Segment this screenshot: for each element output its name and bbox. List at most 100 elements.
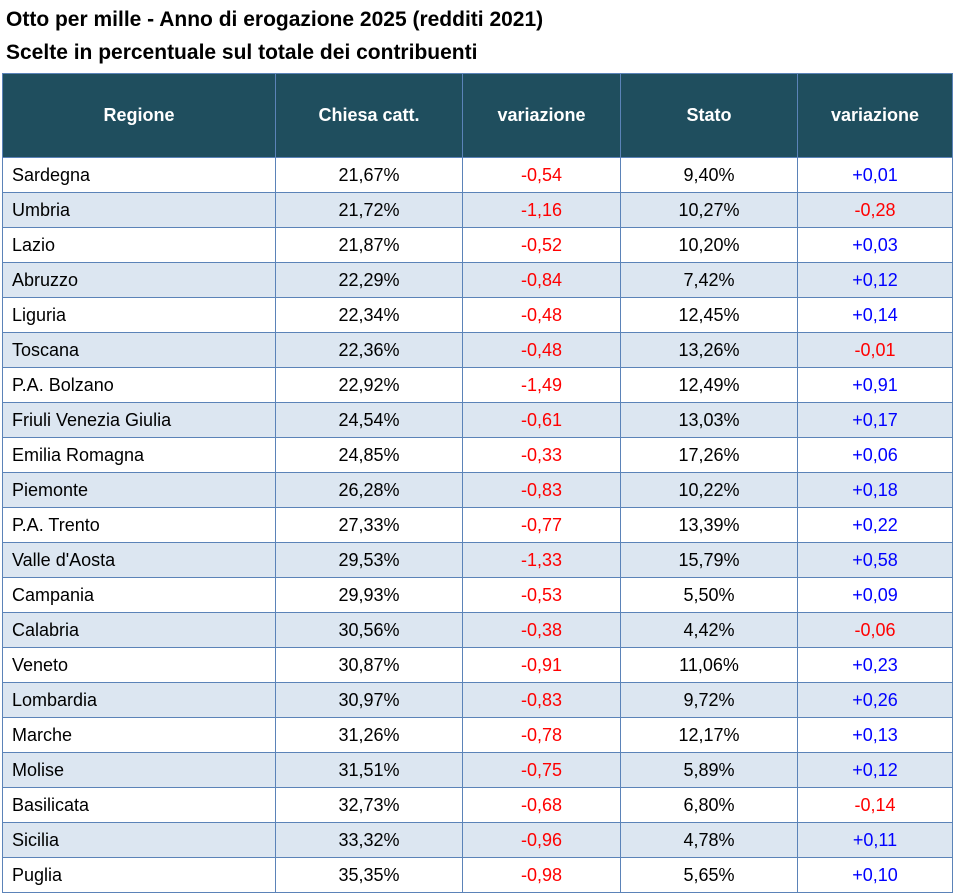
cell-chiesa-catt: 32,73% <box>275 787 463 823</box>
cell-chiesa-catt: 35,35% <box>275 857 463 893</box>
table-row: Sicilia 33,32% -0,96 4,78% +0,11 <box>2 822 953 858</box>
cell-variazione-chiesa: -0,52 <box>462 227 621 263</box>
cell-stato: 11,06% <box>620 647 798 683</box>
cell-variazione-chiesa: -0,33 <box>462 437 621 473</box>
cell-variazione-chiesa: -0,61 <box>462 402 621 438</box>
table-row: Marche 31,26% -0,78 12,17% +0,13 <box>2 717 953 753</box>
table-row: P.A. Trento 27,33% -0,77 13,39% +0,22 <box>2 507 953 543</box>
cell-chiesa-catt: 30,56% <box>275 612 463 648</box>
cell-stato: 12,49% <box>620 367 798 403</box>
cell-regione: Sardegna <box>2 157 276 193</box>
cell-regione: Marche <box>2 717 276 753</box>
cell-stato: 13,03% <box>620 402 798 438</box>
cell-variazione-chiesa: -0,98 <box>462 857 621 893</box>
cell-regione: Friuli Venezia Giulia <box>2 402 276 438</box>
cell-chiesa-catt: 24,85% <box>275 437 463 473</box>
table-row: Valle d'Aosta 29,53% -1,33 15,79% +0,58 <box>2 542 953 578</box>
cell-chiesa-catt: 29,53% <box>275 542 463 578</box>
cell-stato: 7,42% <box>620 262 798 298</box>
cell-stato: 12,17% <box>620 717 798 753</box>
cell-regione: Piemonte <box>2 472 276 508</box>
cell-variazione-chiesa: -0,53 <box>462 577 621 613</box>
cell-regione: Molise <box>2 752 276 788</box>
cell-regione: Emilia Romagna <box>2 437 276 473</box>
header-row: Regione Chiesa catt. variazione Stato va… <box>2 73 953 158</box>
cell-regione: Puglia <box>2 857 276 893</box>
cell-chiesa-catt: 27,33% <box>275 507 463 543</box>
cell-stato: 13,39% <box>620 507 798 543</box>
cell-variazione-chiesa: -0,91 <box>462 647 621 683</box>
cell-variazione-stato: +0,13 <box>797 717 953 753</box>
cell-chiesa-catt: 31,51% <box>275 752 463 788</box>
cell-regione: P.A. Trento <box>2 507 276 543</box>
cell-stato: 10,20% <box>620 227 798 263</box>
cell-stato: 5,65% <box>620 857 798 893</box>
cell-variazione-chiesa: -0,75 <box>462 752 621 788</box>
cell-variazione-chiesa: -1,49 <box>462 367 621 403</box>
cell-chiesa-catt: 22,34% <box>275 297 463 333</box>
cell-variazione-chiesa: -0,77 <box>462 507 621 543</box>
cell-regione: Sicilia <box>2 822 276 858</box>
table-row: Umbria 21,72% -1,16 10,27% -0,28 <box>2 192 953 228</box>
table-body: Sardegna 21,67% -0,54 9,40% +0,01 Umbria 21,72… <box>2 157 953 893</box>
cell-variazione-stato: +0,11 <box>797 822 953 858</box>
column-header-variazione-chiesa: variazione <box>462 73 621 158</box>
cell-variazione-stato: +0,10 <box>797 857 953 893</box>
table-row: P.A. Bolzano 22,92% -1,49 12,49% +0,91 <box>2 367 953 403</box>
table-row: Calabria 30,56% -0,38 4,42% -0,06 <box>2 612 953 648</box>
column-header-chiesa-catt: Chiesa catt. <box>275 73 463 158</box>
cell-chiesa-catt: 22,92% <box>275 367 463 403</box>
table-row: Veneto 30,87% -0,91 11,06% +0,23 <box>2 647 953 683</box>
cell-regione: Calabria <box>2 612 276 648</box>
page-subtitle: Scelte in percentuale sul totale dei con… <box>6 41 478 64</box>
cell-chiesa-catt: 33,32% <box>275 822 463 858</box>
cell-chiesa-catt: 30,87% <box>275 647 463 683</box>
table-row: Toscana 22,36% -0,48 13,26% -0,01 <box>2 332 953 368</box>
cell-stato: 10,27% <box>620 192 798 228</box>
page-title: Otto per mille - Anno di erogazione 2025… <box>6 8 544 31</box>
cell-variazione-chiesa: -0,83 <box>462 472 621 508</box>
cell-regione: Campania <box>2 577 276 613</box>
cell-regione: Basilicata <box>2 787 276 823</box>
cell-variazione-stato: -0,14 <box>797 787 953 823</box>
table-row: Campania 29,93% -0,53 5,50% +0,09 <box>2 577 953 613</box>
cell-regione: P.A. Bolzano <box>2 367 276 403</box>
cell-stato: 10,22% <box>620 472 798 508</box>
cell-chiesa-catt: 29,93% <box>275 577 463 613</box>
cell-chiesa-catt: 31,26% <box>275 717 463 753</box>
cell-variazione-stato: +0,22 <box>797 507 953 543</box>
cell-stato: 9,72% <box>620 682 798 718</box>
cell-variazione-chiesa: -0,96 <box>462 822 621 858</box>
column-header-regione: Regione <box>2 73 276 158</box>
cell-variazione-chiesa: -0,48 <box>462 297 621 333</box>
table-row: Friuli Venezia Giulia 24,54% -0,61 13,03% +0… <box>2 402 953 438</box>
cell-stato: 15,79% <box>620 542 798 578</box>
cell-variazione-stato: +0,23 <box>797 647 953 683</box>
cell-stato: 13,26% <box>620 332 798 368</box>
cell-stato: 4,42% <box>620 612 798 648</box>
cell-variazione-chiesa: -0,54 <box>462 157 621 193</box>
cell-variazione-chiesa: -0,78 <box>462 717 621 753</box>
cell-variazione-stato: +0,09 <box>797 577 953 613</box>
cell-variazione-chiesa: -1,33 <box>462 542 621 578</box>
cell-variazione-stato: +0,26 <box>797 682 953 718</box>
table-row: Liguria 22,34% -0,48 12,45% +0,14 <box>2 297 953 333</box>
cell-variazione-stato: +0,18 <box>797 472 953 508</box>
cell-chiesa-catt: 22,36% <box>275 332 463 368</box>
table-row: Abruzzo 22,29% -0,84 7,42% +0,12 <box>2 262 953 298</box>
cell-stato: 9,40% <box>620 157 798 193</box>
table-row: Basilicata 32,73% -0,68 6,80% -0,14 <box>2 787 953 823</box>
cell-variazione-chiesa: -0,84 <box>462 262 621 298</box>
cell-chiesa-catt: 21,72% <box>275 192 463 228</box>
cell-regione: Umbria <box>2 192 276 228</box>
cell-variazione-chiesa: -0,68 <box>462 787 621 823</box>
cell-variazione-chiesa: -0,48 <box>462 332 621 368</box>
table-row: Emilia Romagna 24,85% -0,33 17,26% +0,06 <box>2 437 953 473</box>
cell-chiesa-catt: 22,29% <box>275 262 463 298</box>
cell-variazione-chiesa: -1,16 <box>462 192 621 228</box>
table-row: Piemonte 26,28% -0,83 10,22% +0,18 <box>2 472 953 508</box>
cell-stato: 5,50% <box>620 577 798 613</box>
cell-variazione-stato: -0,01 <box>797 332 953 368</box>
table-row: Molise 31,51% -0,75 5,89% +0,12 <box>2 752 953 788</box>
cell-regione: Lazio <box>2 227 276 263</box>
